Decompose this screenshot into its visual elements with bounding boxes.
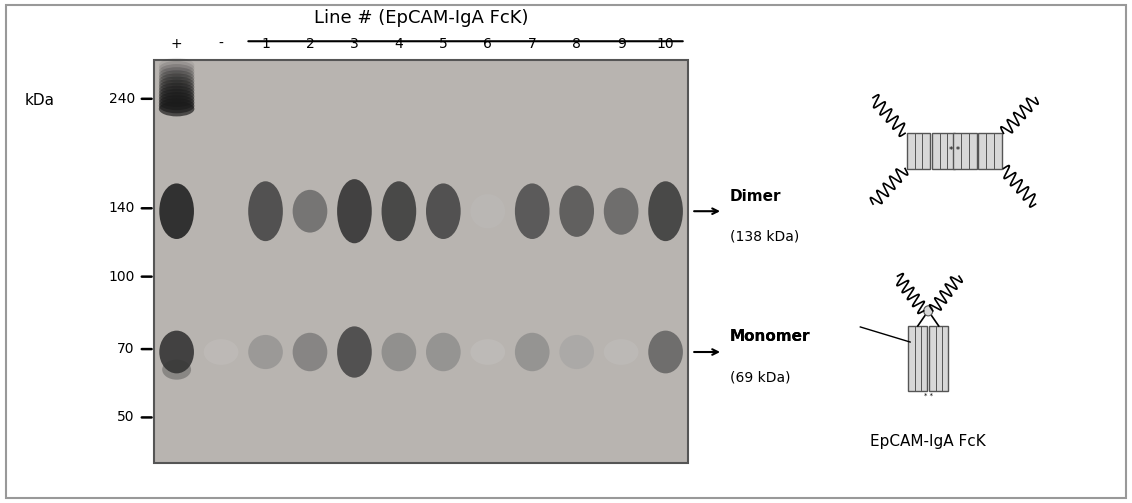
Ellipse shape [160,330,194,373]
Ellipse shape [158,101,195,116]
Bar [953,133,977,169]
Ellipse shape [158,82,195,98]
Ellipse shape [293,333,327,371]
Ellipse shape [248,181,283,241]
Ellipse shape [158,92,195,107]
Ellipse shape [603,339,638,365]
Bar [154,60,688,463]
Text: EpCAM-IgA FcK: EpCAM-IgA FcK [871,434,986,449]
Ellipse shape [158,70,195,86]
Bar [929,326,949,391]
Text: 7: 7 [528,37,537,51]
Ellipse shape [158,61,195,76]
Text: (138 kDa): (138 kDa) [730,229,799,243]
Ellipse shape [559,335,594,369]
Ellipse shape [603,188,638,235]
Ellipse shape [158,89,195,104]
Text: Line # (EpCAM-IgA FcK): Line # (EpCAM-IgA FcK) [314,9,529,27]
Ellipse shape [158,79,195,95]
Text: * *: * * [924,393,933,399]
Ellipse shape [381,333,417,371]
Ellipse shape [158,58,195,73]
Text: +: + [171,37,182,51]
Ellipse shape [158,73,195,89]
Ellipse shape [158,86,195,101]
Ellipse shape [293,190,327,232]
Ellipse shape [158,95,195,110]
Ellipse shape [649,330,683,373]
Text: 140: 140 [109,201,135,215]
Text: (69 kDa): (69 kDa) [730,370,790,384]
Bar [907,133,931,169]
Ellipse shape [337,179,371,243]
Bar [932,133,955,169]
Text: * *: * * [949,146,960,155]
Ellipse shape [158,98,195,113]
Text: 4: 4 [395,37,403,51]
Text: 100: 100 [109,270,135,284]
Text: 10: 10 [657,37,675,51]
Text: Dimer: Dimer [730,189,781,204]
Ellipse shape [204,339,239,365]
Ellipse shape [515,184,549,239]
Bar [908,326,927,391]
Ellipse shape [471,339,505,365]
Text: 70: 70 [118,342,135,356]
Circle shape [924,306,933,316]
Text: 2: 2 [306,37,315,51]
Ellipse shape [158,76,195,92]
Ellipse shape [559,186,594,237]
Ellipse shape [160,184,194,239]
Text: 3: 3 [350,37,359,51]
Ellipse shape [158,67,195,82]
Text: 8: 8 [573,37,581,51]
Ellipse shape [337,326,371,378]
Ellipse shape [471,194,505,228]
Ellipse shape [649,181,683,241]
Ellipse shape [248,335,283,369]
Ellipse shape [515,333,549,371]
Text: Monomer: Monomer [730,329,811,345]
Ellipse shape [158,64,195,79]
Text: 5: 5 [439,37,447,51]
Text: kDa: kDa [25,93,54,108]
Text: 6: 6 [483,37,492,51]
Ellipse shape [381,181,417,241]
Text: 50: 50 [118,410,135,425]
Ellipse shape [426,184,461,239]
Text: 9: 9 [617,37,626,51]
Ellipse shape [162,360,191,380]
Text: 1: 1 [261,37,269,51]
Bar [978,133,1002,169]
Text: Monomer: Monomer [730,329,811,345]
Text: -: - [218,37,223,51]
Text: 240: 240 [109,92,135,106]
Ellipse shape [426,333,461,371]
